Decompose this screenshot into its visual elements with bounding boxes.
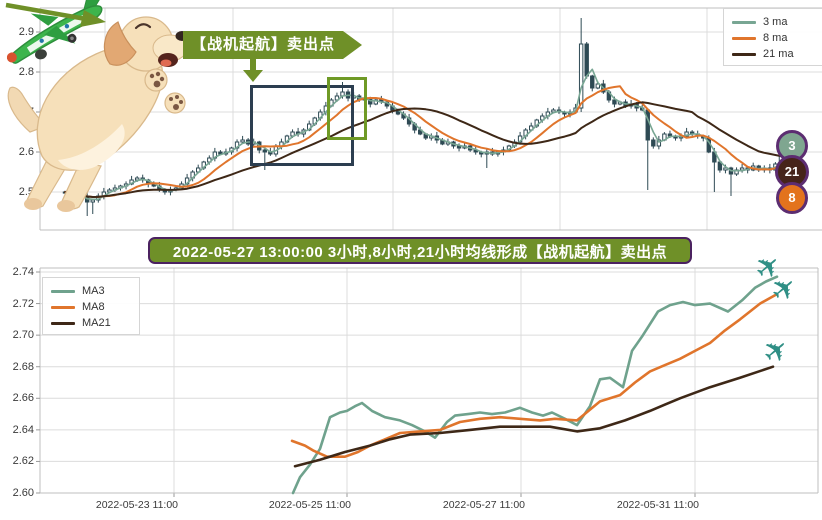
top-chart-legend: 3 ma 8 ma 21 ma xyxy=(723,8,822,66)
sell-point-flag: 【战机起航】卖出点 xyxy=(183,31,363,59)
y-tick-label: 2.60 xyxy=(12,486,34,499)
bottom-chart-legend: MA3 MA8 MA21 xyxy=(42,277,140,335)
y-tick-label: 2.62 xyxy=(12,455,34,468)
y-tick-label: 2.74 xyxy=(12,266,34,278)
signal-highlight-box xyxy=(327,77,367,140)
x-tick-label: 2022-05-25 11:00 xyxy=(268,499,351,511)
legend-item: MA21 xyxy=(51,315,131,331)
banner-pointer-arrow-icon xyxy=(5,2,106,27)
x-tick-label: 2022-05-27 11:00 xyxy=(442,499,525,511)
legend-label: 8 ma xyxy=(763,32,788,44)
signal-annotation-banner: 2022-05-27 13:00:00 3小时,8小时,21小时均线形成【战机起… xyxy=(148,237,692,264)
dog-illustration xyxy=(7,16,189,212)
legend-item: MA3 xyxy=(51,283,131,299)
y-tick-label: 2.70 xyxy=(12,329,34,342)
legend-label: MA8 xyxy=(82,301,105,313)
y-tick-label: 2.72 xyxy=(12,297,34,310)
legend-item: 21 ma xyxy=(732,46,814,62)
legend-line-swatch xyxy=(732,36,756,40)
legend-item: MA8 xyxy=(51,299,131,315)
y-tick-label: 2.68 xyxy=(12,360,34,373)
y-tick-label: 2.6 xyxy=(18,146,34,158)
legend-line-swatch xyxy=(51,289,75,293)
legend-label: 21 ma xyxy=(763,48,794,60)
y-tick-label: 2.9 xyxy=(18,26,34,38)
ma-badge-8: 8 xyxy=(776,182,808,214)
pattern-selection-box xyxy=(250,85,354,166)
legend-line-swatch xyxy=(732,52,756,56)
flag-arrow-down-icon xyxy=(243,70,263,82)
legend-item: 3 ma xyxy=(732,14,814,30)
legend-label: MA21 xyxy=(82,317,111,329)
legend-line-swatch xyxy=(51,305,75,309)
x-tick-label: 2022-05-23 11:00 xyxy=(95,499,178,511)
y-tick-label: 2.64 xyxy=(12,423,34,436)
x-tick-label: 2022-05-31 11:00 xyxy=(616,499,699,511)
legend-line-swatch xyxy=(51,321,75,325)
legend-label: MA3 xyxy=(82,285,105,297)
toy-airplane-illustration xyxy=(6,0,103,64)
flag-arrow-stem xyxy=(250,59,256,71)
y-tick-label: 2.66 xyxy=(12,392,34,405)
legend-label: 3 ma xyxy=(763,16,788,28)
legend-item: 8 ma xyxy=(732,30,814,46)
y-tick-label: 2.8 xyxy=(18,66,34,78)
legend-line-swatch xyxy=(732,20,756,24)
